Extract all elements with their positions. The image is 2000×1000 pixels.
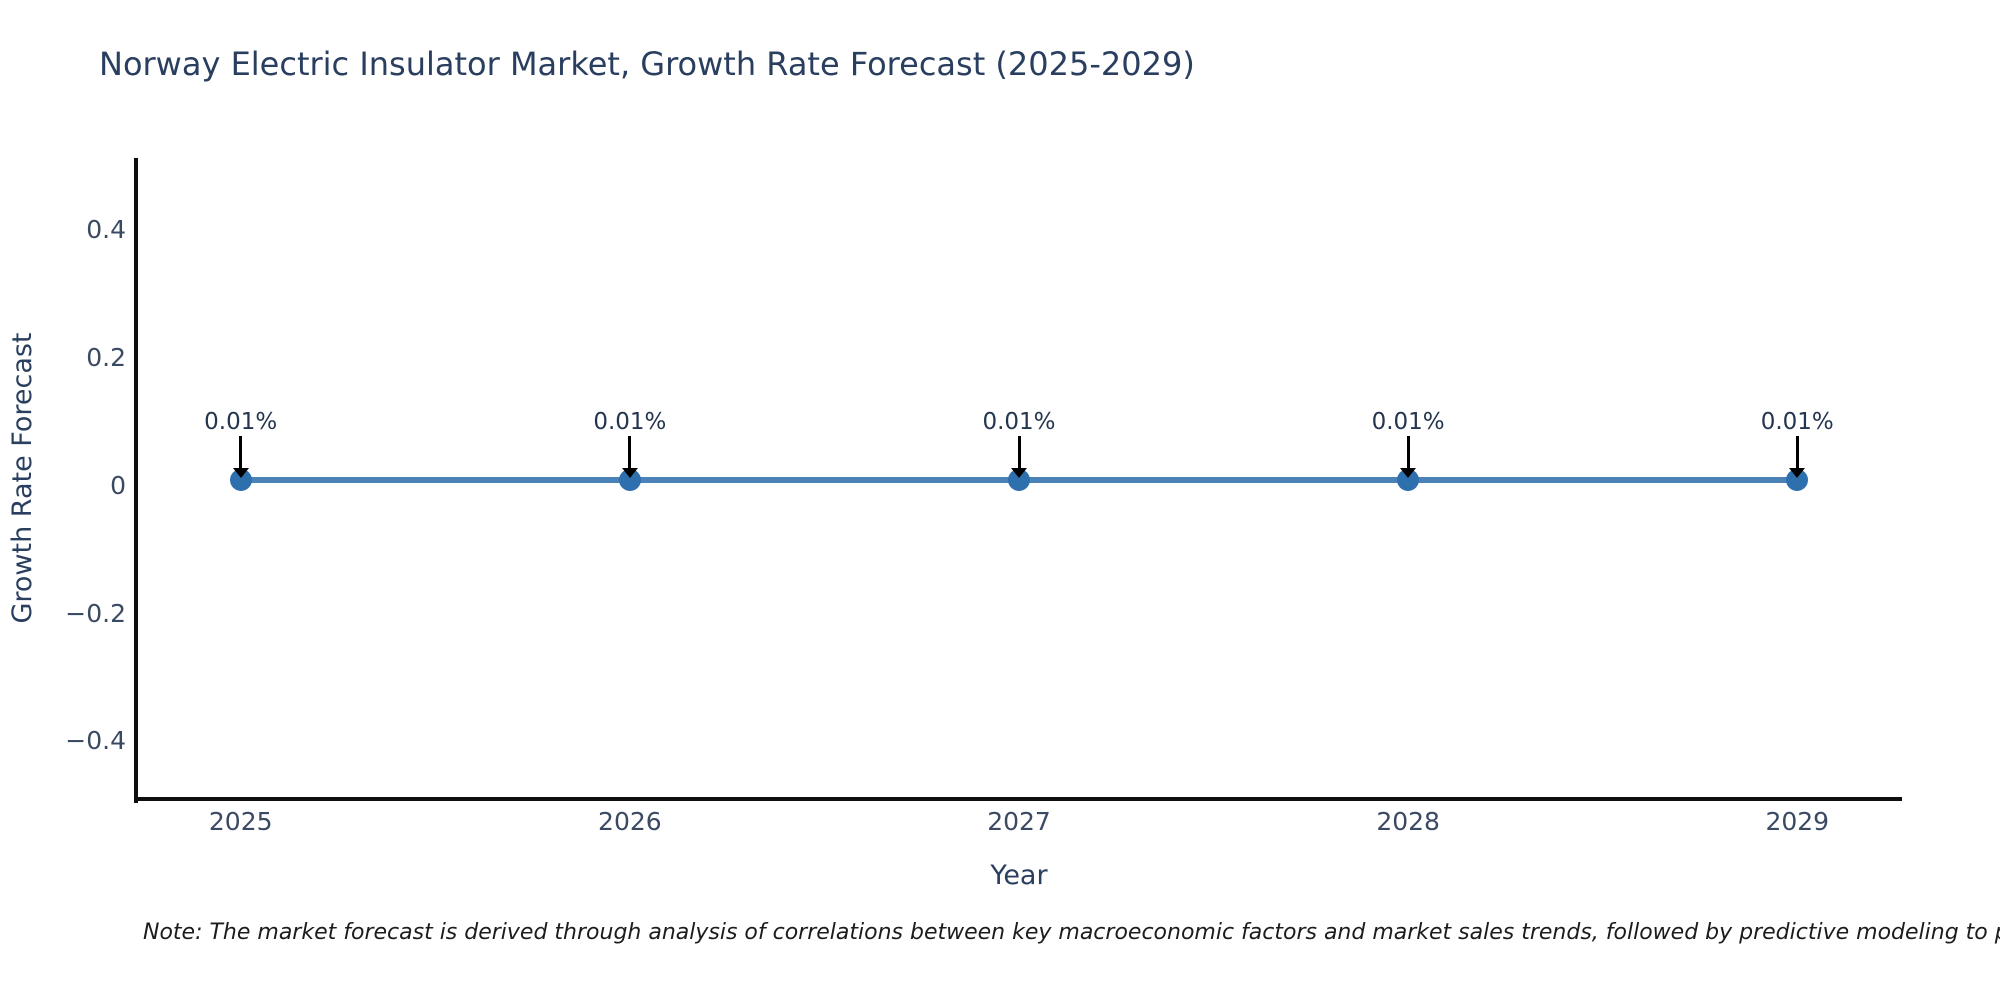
point-annotation-label: 0.01% <box>982 408 1056 435</box>
chart-note: Note: The market forecast is derived thr… <box>143 920 2000 945</box>
point-annotation-label: 0.01% <box>1760 408 1834 435</box>
annotation-arrow-head-icon <box>232 467 249 478</box>
point-annotation-label: 0.01% <box>1371 408 1445 435</box>
annotation-arrow-head-icon <box>1789 467 1806 478</box>
annotation-arrow-shaft <box>239 435 243 468</box>
y-tick-label: 0 <box>110 470 126 500</box>
annotation-arrow-shaft <box>1406 435 1410 468</box>
y-tick-label: 0.2 <box>86 343 126 373</box>
x-tick-label: 2028 <box>1376 807 1440 836</box>
y-tick-label: −0.4 <box>65 726 126 756</box>
y-tick-label: 0.4 <box>86 215 126 245</box>
y-tick-label: −0.2 <box>65 598 126 628</box>
annotation-arrow-head-icon <box>621 467 638 478</box>
annotation-arrow-shaft <box>1795 435 1799 468</box>
annotation-arrow-shaft <box>1017 435 1021 468</box>
annotation-arrow-head-icon <box>1011 467 1027 478</box>
y-axis-title: Growth Rate Forecast <box>7 332 38 624</box>
x-axis-line <box>134 797 1902 801</box>
annotation-arrow-shaft <box>628 435 632 468</box>
x-tick-label: 2026 <box>598 807 662 836</box>
annotation-arrow-head-icon <box>1400 467 1417 478</box>
x-axis-title: Year <box>990 860 1048 891</box>
point-annotation-label: 0.01% <box>593 408 667 435</box>
chart-title: Norway Electric Insulator Market, Growth… <box>99 45 1195 83</box>
x-tick-label: 2029 <box>1765 807 1830 836</box>
y-axis-line <box>134 158 138 803</box>
point-annotation-label: 0.01% <box>204 408 278 435</box>
x-tick-label: 2027 <box>987 807 1051 836</box>
x-tick-label: 2025 <box>208 807 273 836</box>
